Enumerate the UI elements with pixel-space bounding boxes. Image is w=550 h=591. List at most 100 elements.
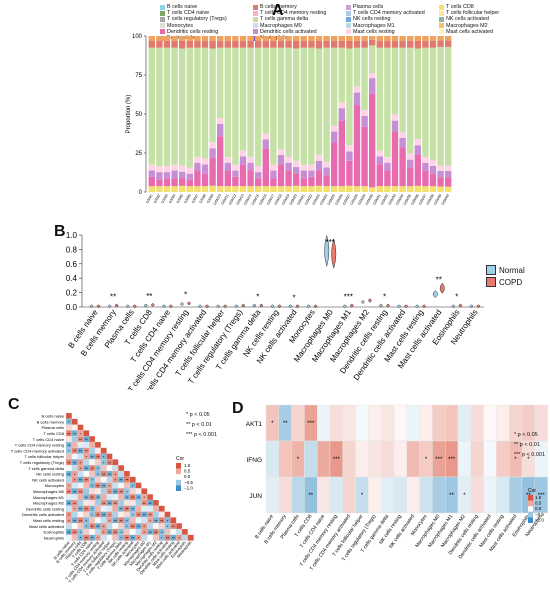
colorbar-tick-d: −0.5 xyxy=(535,512,544,517)
bar-segment xyxy=(239,36,247,41)
legend-swatch xyxy=(253,23,258,29)
bar-segment xyxy=(384,36,391,41)
bar-segment xyxy=(247,162,254,171)
corr-sig: ** xyxy=(96,484,100,489)
corr-cell xyxy=(77,453,84,460)
corr-cell xyxy=(89,488,96,495)
legend-item: Macrophages M0 xyxy=(253,23,344,29)
x-tick-label-a: GSM12 xyxy=(228,193,237,205)
violin-normal xyxy=(162,304,166,309)
sig-note-c-1: * p < 0.05 xyxy=(186,412,210,418)
legend-item: NK cells resting xyxy=(346,16,437,22)
x-tick-label-a: GSM10 xyxy=(213,193,222,205)
bar-segment xyxy=(156,36,163,41)
corr-sig: * xyxy=(91,484,93,489)
bar-segment xyxy=(331,131,338,143)
bar-segment xyxy=(346,145,353,152)
row-label-c: T cells CD4 memory activated xyxy=(11,448,64,453)
significance-label-b: ** xyxy=(110,293,116,302)
corr-cell xyxy=(100,488,107,495)
corr-cell xyxy=(152,523,159,530)
bar-segment xyxy=(156,172,163,180)
legend-label: NK cells activated xyxy=(446,16,489,23)
corr-sig: * xyxy=(178,536,180,541)
bar-segment xyxy=(323,175,330,187)
bar-segment xyxy=(247,186,254,192)
heat-cell xyxy=(393,404,408,442)
row-label-c: B cells naive xyxy=(42,414,65,419)
bar-segment xyxy=(270,170,277,179)
heat-cell xyxy=(329,404,344,442)
corr-cell xyxy=(89,499,96,506)
bar-segment xyxy=(346,48,353,146)
corr-sig: ** xyxy=(137,495,141,500)
bar-segment xyxy=(407,159,414,168)
bar-segment xyxy=(224,156,231,163)
bar-segment xyxy=(201,186,209,192)
corr-cell xyxy=(152,499,159,506)
heat-cell xyxy=(380,476,395,514)
violin-normal xyxy=(107,304,112,309)
corr-sig: ** xyxy=(102,513,106,518)
bar-segment xyxy=(338,47,345,103)
bar-segment xyxy=(239,164,247,187)
corr-cell xyxy=(135,482,142,489)
bar-segment xyxy=(414,145,421,155)
bar-segment xyxy=(391,114,399,121)
row-label-c: T cells CD8 xyxy=(43,431,64,436)
bar-segment xyxy=(407,167,414,187)
corr-cell xyxy=(71,511,78,518)
corr-sig: ** xyxy=(154,518,158,523)
significance-label-b: *** xyxy=(326,238,335,247)
colorbar-segment-d xyxy=(528,500,533,507)
heat-sig: ** xyxy=(449,493,454,499)
bar-segment xyxy=(277,47,285,150)
corr-cell xyxy=(83,482,90,489)
bar-segment xyxy=(376,150,383,157)
bar-segment xyxy=(429,40,437,48)
corr-cell xyxy=(77,499,84,506)
bar-segment xyxy=(331,40,338,48)
corr-cell xyxy=(181,534,188,541)
panel-label-a: A xyxy=(272,2,284,19)
corr-sig: ** xyxy=(137,524,141,529)
corr-sig: ** xyxy=(149,530,153,535)
bar-segment xyxy=(331,142,338,187)
heat-cell xyxy=(406,404,420,442)
legend-label: T cells gamma delta xyxy=(260,16,309,23)
bar-segment xyxy=(277,154,285,165)
corr-sig: * xyxy=(109,484,111,489)
corr-sig: * xyxy=(86,524,88,529)
corr-cell xyxy=(100,505,107,512)
bar-segment xyxy=(148,36,155,41)
heat-sig: * xyxy=(297,457,300,463)
x-tick-label-a: GSM25 xyxy=(327,193,336,205)
corr-cell xyxy=(118,523,125,530)
corr-cell xyxy=(164,528,171,535)
corr-cell xyxy=(141,517,148,524)
corr-cell xyxy=(83,470,90,477)
legend-item: Dendritic cells activated xyxy=(253,29,344,35)
bar-segment xyxy=(217,186,224,192)
corr-sig: * xyxy=(144,495,146,500)
bar-segment xyxy=(331,125,338,132)
row-label-c: T cells gamma delta xyxy=(28,466,64,471)
corr-sig: ** xyxy=(154,530,158,535)
bar-segment xyxy=(232,164,239,171)
bar-segment xyxy=(384,162,391,171)
corr-cell xyxy=(77,511,84,518)
bar-segment xyxy=(376,164,383,187)
corr-sig: ** xyxy=(67,460,71,465)
gene-label: AKT1 xyxy=(246,421,263,428)
corr-cell xyxy=(106,505,113,512)
x-tick-label-a: GSM3 xyxy=(160,193,168,204)
violin-copd xyxy=(205,304,209,309)
bar-segment xyxy=(399,40,406,48)
heat-cell xyxy=(265,440,280,478)
heat-cell xyxy=(380,404,395,442)
bar-segment xyxy=(391,40,399,48)
corr-cell xyxy=(112,523,119,530)
corr-sig: ** xyxy=(125,495,129,500)
bar-segment xyxy=(407,40,414,48)
